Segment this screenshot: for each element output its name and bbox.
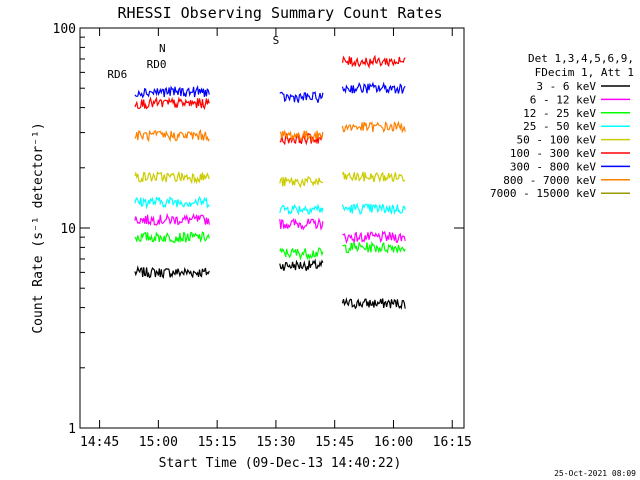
axes: 14:45 15:00 15:15 15:30 15:45 16:00 16:15 1 10 10… — [53, 22, 472, 450]
series-1-segment-2 — [342, 230, 406, 244]
y-tick-label-2: 100 — [53, 22, 76, 37]
x-tick-label-3: 15:30 — [256, 435, 295, 450]
series-5-segment-2 — [341, 54, 406, 69]
x-tick-label-0: 14:45 — [80, 435, 119, 450]
rd0-label: RD0 — [147, 58, 167, 71]
y-axis-label: Count Rate (s⁻¹ detector⁻¹) — [31, 122, 46, 333]
series-6-segment-2 — [341, 81, 406, 94]
timestamp: 25-Oct-2021 08:09 — [554, 469, 636, 478]
legend-label-8: 7000 - 15000 keV — [490, 187, 596, 200]
x-tick-label-4: 15:45 — [315, 435, 354, 450]
series-0-segment-1 — [279, 258, 324, 271]
x-tick-label-5: 16:00 — [374, 435, 413, 450]
series-3-segment-0 — [134, 195, 210, 210]
y-tick-label-0: 1 — [68, 422, 76, 437]
legend-label-2: 12 - 25 keV — [523, 107, 596, 120]
legend-label-7: 800 - 7000 keV — [503, 174, 596, 187]
legend-label-5: 100 - 300 keV — [510, 147, 596, 160]
series-4-segment-2 — [341, 171, 406, 183]
x-tick-label-1: 15:00 — [139, 435, 178, 450]
x-tick-label-2: 15:15 — [198, 435, 237, 450]
plot-area — [134, 54, 406, 310]
series-0-segment-0 — [134, 265, 210, 279]
night-label: N — [159, 42, 166, 55]
legend-label-4: 50 - 100 keV — [517, 134, 597, 147]
series-7-segment-0 — [134, 128, 210, 143]
rd6-label: RD6 — [107, 68, 127, 81]
series-3-segment-2 — [341, 202, 406, 216]
series-7-segment-1 — [279, 129, 324, 143]
series-0-segment-2 — [341, 297, 406, 310]
legend-label-6: 300 - 800 keV — [510, 160, 596, 173]
series-2-segment-0 — [134, 231, 210, 244]
series-2-segment-1 — [279, 247, 324, 261]
series-1-segment-1 — [279, 217, 324, 231]
legend: Det 1,3,4,5,6,9, FDecim 1, Att 1 3 - 6 k… — [490, 52, 634, 200]
series-4-segment-0 — [134, 170, 210, 185]
saa-label: S — [273, 34, 280, 47]
x-axis-label: Start Time (09-Dec-13 14:40:22) — [159, 456, 402, 471]
series-6-segment-1 — [279, 91, 324, 103]
series-5-segment-0 — [134, 96, 210, 111]
series-1-segment-0 — [134, 212, 210, 227]
legend-label-0: 3 - 6 keV — [536, 80, 596, 93]
legend-label-1: 6 - 12 keV — [530, 93, 597, 106]
chart-title: RHESSI Observing Summary Count Rates — [117, 4, 442, 22]
series-3-segment-1 — [279, 203, 324, 216]
series-4-segment-1 — [279, 175, 324, 189]
y-tick-label-1: 10 — [60, 222, 76, 237]
legend-label-3: 25 - 50 keV — [523, 120, 596, 133]
series-6-segment-0 — [134, 84, 210, 99]
series-7-segment-2 — [341, 120, 406, 134]
legend-header-line-1: Det 1,3,4,5,6,9, — [528, 52, 634, 65]
legend-header-line-2: FDecim 1, Att 1 — [535, 66, 634, 79]
series-2-segment-2 — [342, 240, 406, 254]
x-tick-label-6: 16:15 — [433, 435, 472, 450]
